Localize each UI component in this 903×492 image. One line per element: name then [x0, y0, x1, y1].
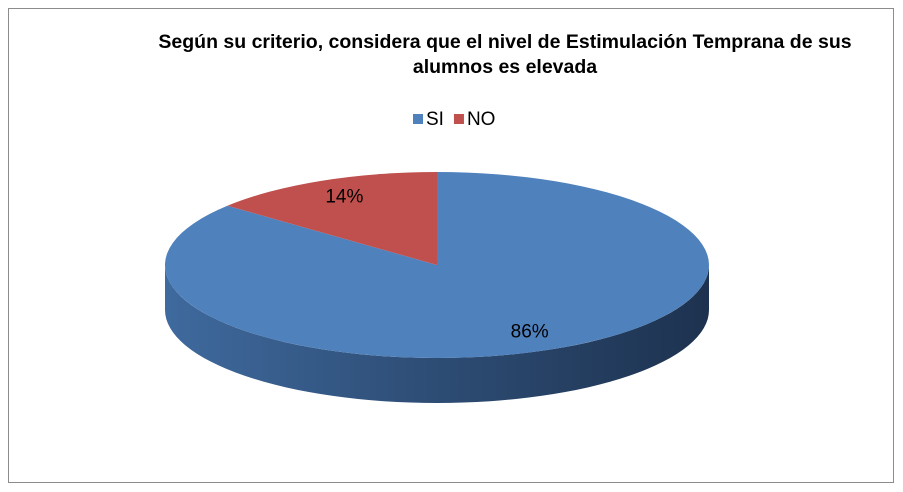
chart-frame [8, 8, 894, 483]
data-label: 86% [511, 321, 549, 342]
legend-label: NO [467, 109, 496, 130]
legend-label: SI [426, 109, 444, 130]
legend-swatch [413, 114, 423, 124]
data-label: 14% [325, 187, 363, 208]
legend-swatch [453, 114, 464, 124]
chart-title: Según su criterio, considera que el nive… [158, 31, 852, 78]
pie-slice [227, 172, 437, 265]
pie-side [165, 265, 709, 403]
